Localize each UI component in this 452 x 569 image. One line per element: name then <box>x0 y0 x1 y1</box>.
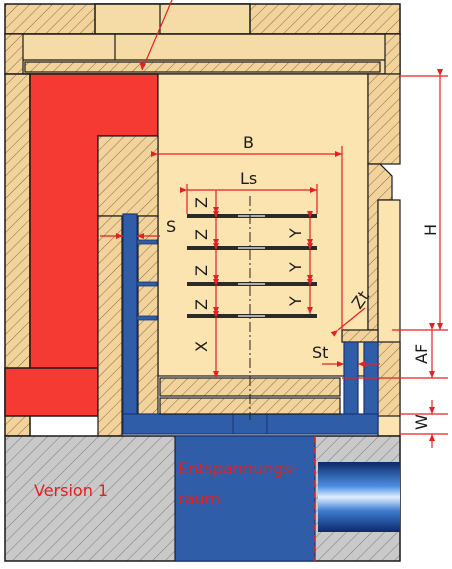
version-label: Version 1 <box>34 481 108 500</box>
shelves <box>187 214 317 318</box>
label-St: St <box>312 343 328 362</box>
label-Z-4: Z <box>192 299 211 310</box>
label-Z-1: Z <box>192 197 211 208</box>
label-B: B <box>243 133 254 152</box>
inner-chamber <box>157 73 369 377</box>
label-AF: AF <box>412 344 431 364</box>
pipe-icon <box>318 462 400 532</box>
label-Y-2: Y <box>286 262 305 273</box>
right-wall <box>341 73 401 437</box>
label-Z-3: Z <box>192 265 211 276</box>
space-label-line2: raum <box>178 489 220 508</box>
left-inner-wall <box>97 135 159 437</box>
blue-housing <box>122 213 379 435</box>
space-label-line1: Entspannungs- <box>178 459 298 478</box>
label-Y-1: Y <box>286 228 305 239</box>
label-H: H <box>421 224 440 236</box>
label-W: W <box>412 414 431 430</box>
labels: B Ls S St Z Z Z Z X Y Y Y Zt H AF W <box>166 133 440 430</box>
red-labels: Version 1 Entspannungs- raum <box>34 459 298 508</box>
label-X: X <box>192 341 211 352</box>
label-Ls: Ls <box>240 169 257 188</box>
label-Z-2: Z <box>192 229 211 240</box>
top-lid <box>4 3 401 75</box>
dimensions <box>100 0 448 448</box>
label-Y-3: Y <box>286 296 305 307</box>
base <box>4 435 401 562</box>
label-S: S <box>166 217 176 236</box>
